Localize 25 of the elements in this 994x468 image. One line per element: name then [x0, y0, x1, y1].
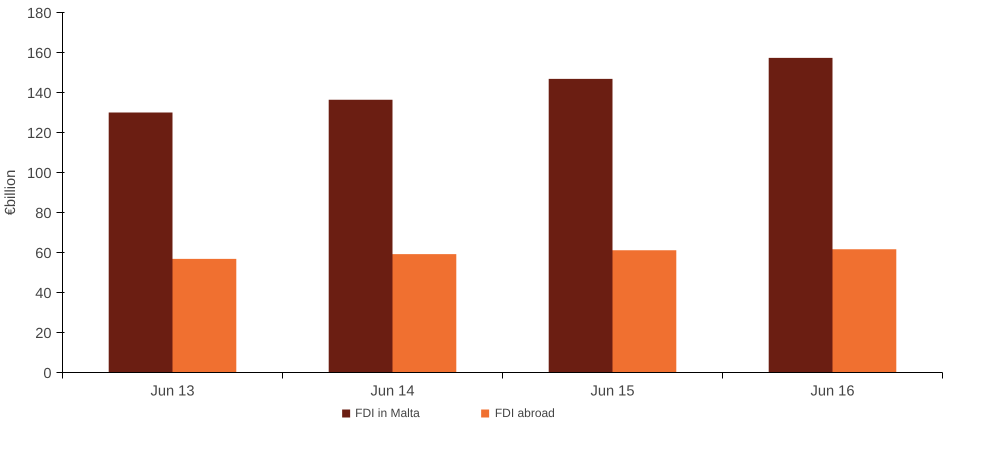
x-tick-label: Jun 16	[810, 384, 855, 400]
legend-label: FDI abroad	[494, 406, 555, 420]
y-tick-label: 100	[27, 166, 52, 182]
x-tick-label: Jun 13	[150, 384, 195, 400]
y-tick-label: 20	[35, 326, 52, 342]
y-tick-label: 140	[27, 86, 52, 102]
bar	[328, 100, 392, 372]
y-tick-label: 120	[27, 126, 52, 142]
bar	[108, 112, 172, 372]
y-tick-label: 180	[27, 6, 52, 22]
bar	[392, 254, 456, 372]
y-tick-label: 160	[27, 46, 52, 62]
bar	[172, 258, 236, 372]
bar	[612, 250, 676, 372]
y-tick-label: 60	[35, 246, 52, 262]
x-tick-label: Jun 15	[590, 384, 635, 400]
legend-label: FDI in Malta	[355, 406, 420, 420]
y-tick-label: 0	[43, 366, 52, 382]
x-tick-label: Jun 14	[370, 384, 415, 400]
bar	[768, 58, 832, 372]
y-tick-label: 40	[35, 286, 52, 302]
y-axis-title: €billion	[3, 170, 20, 216]
y-tick-label: 80	[35, 206, 52, 222]
bar	[832, 249, 896, 372]
bar	[548, 78, 612, 372]
